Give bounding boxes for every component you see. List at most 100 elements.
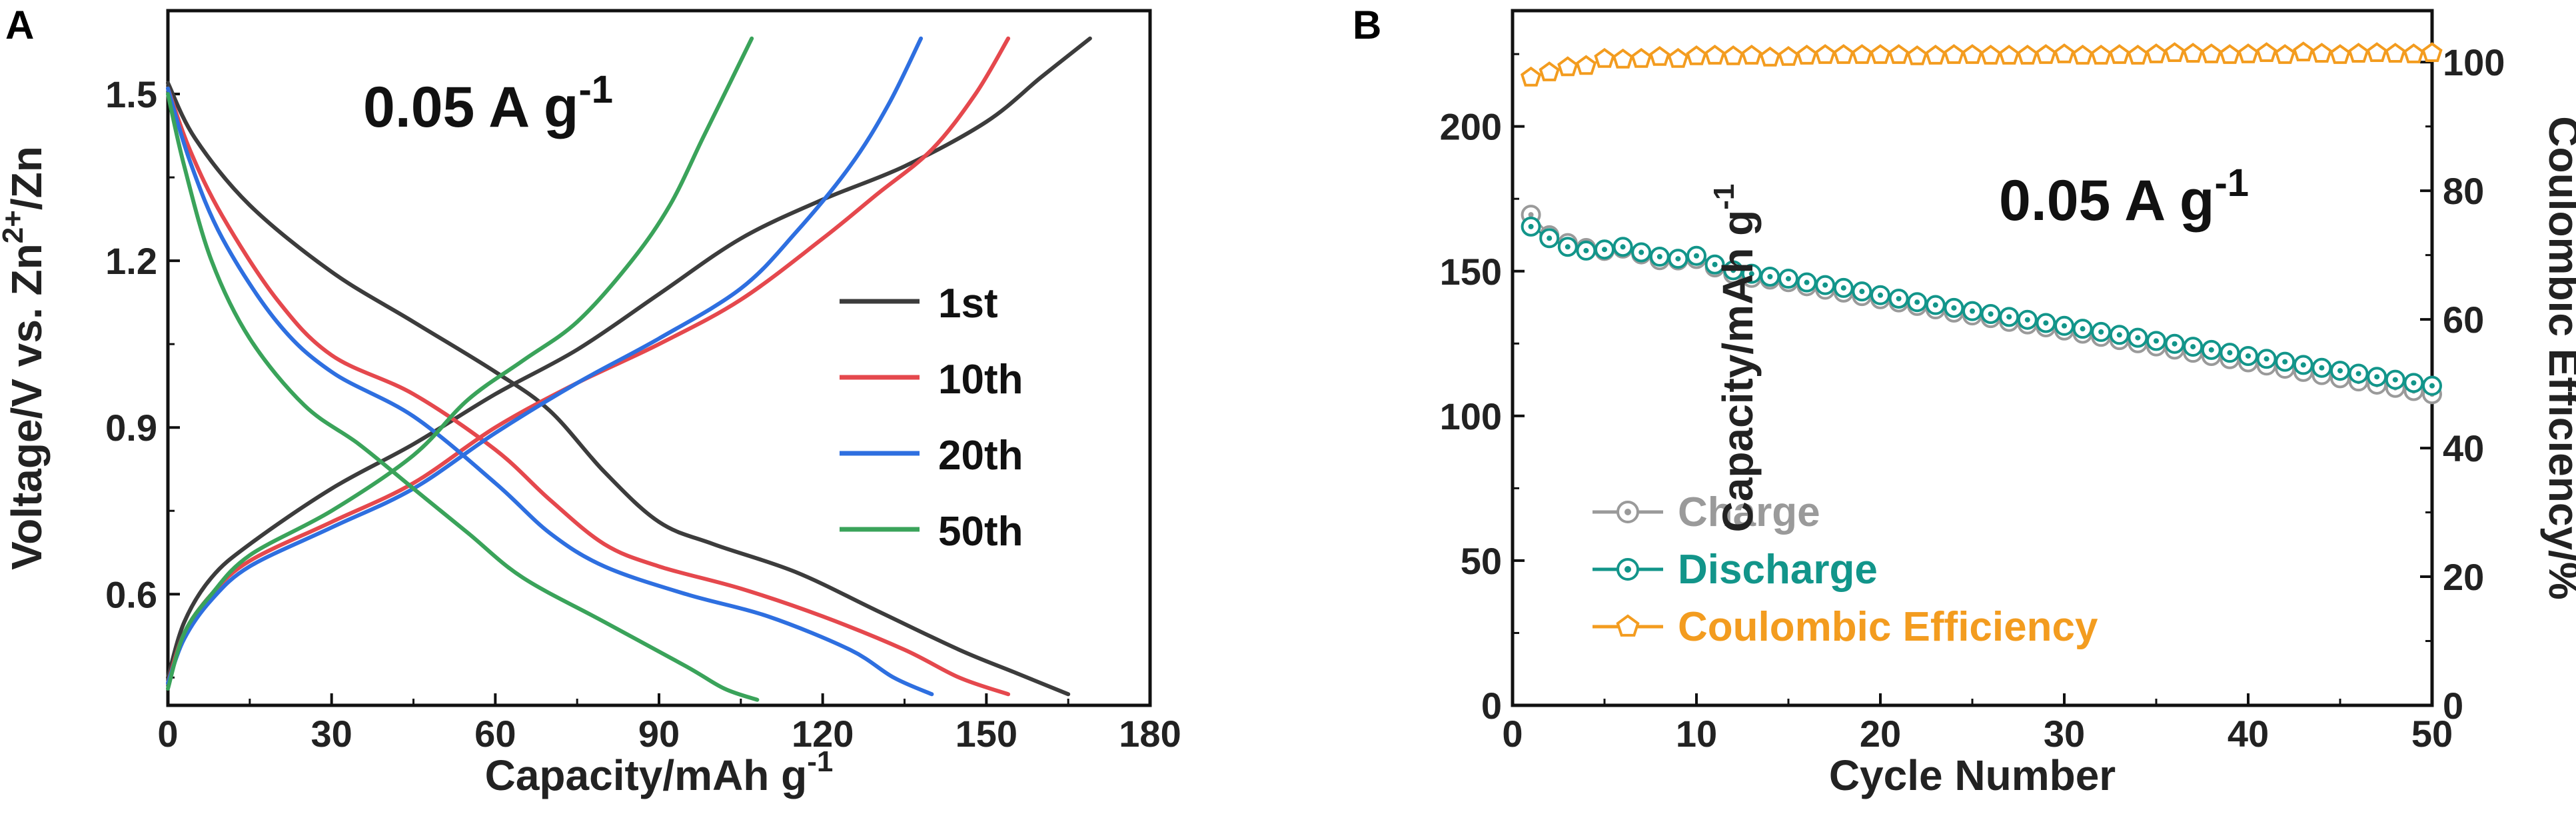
data-point: [2201, 43, 2222, 63]
data-point: [2238, 43, 2259, 63]
panel-a-legend: 1st 10th 20th 50th: [840, 281, 1023, 555]
panel-a-y-ticks: 0.6 0.9 1.2 1.5: [105, 73, 180, 679]
data-point-center: [1822, 282, 1828, 288]
data-point: [1888, 44, 1910, 64]
data-point: [2347, 43, 2369, 63]
data-point-center: [1528, 212, 1534, 218]
data-point: [2329, 44, 2351, 64]
data-point: [1759, 46, 1781, 67]
data-point: [2182, 43, 2204, 63]
data-point: [2421, 42, 2443, 62]
left-y-tick-label: 150: [1440, 251, 1502, 293]
right-y-tick-label: 0: [2443, 685, 2463, 727]
legend-marker-center: [1624, 509, 1631, 515]
data-point: [2274, 44, 2295, 64]
data-point: [2366, 42, 2387, 62]
data-point-center: [1583, 247, 1589, 253]
data-point-center: [2135, 335, 2141, 341]
data-point-center: [1620, 244, 1626, 250]
data-point: [2072, 45, 2094, 65]
data-point-center: [2098, 329, 2104, 335]
legend-label: Charge: [1678, 489, 1820, 535]
discharge-curve-50th: [166, 92, 760, 702]
data-point-center: [1804, 279, 1810, 285]
y-tick-label: 0.6: [105, 573, 157, 615]
discharge-curve-10th: [166, 86, 1011, 697]
data-point-center: [2374, 374, 2380, 380]
charge-curve-20th: [166, 36, 924, 685]
panel-b-legend: Charge Discharge Coulombic Efficiency: [1593, 489, 2098, 650]
right-y-tick-label: 60: [2443, 299, 2484, 341]
data-point: [2035, 44, 2057, 64]
right-y-tick-label: 80: [2443, 170, 2484, 212]
panel-b-right-y-ticks: 0 20 40 60 80 100: [2420, 41, 2505, 727]
data-point-center: [2006, 314, 2012, 320]
data-point-center: [1656, 254, 1662, 260]
data-point-center: [1638, 249, 1644, 255]
data-point-center: [1730, 267, 1736, 273]
data-point: [1686, 45, 1707, 65]
data-point: [1925, 45, 1946, 65]
data-point: [1649, 46, 1670, 66]
panel-b-series: [1520, 41, 2443, 405]
x-tick-label: 50: [2411, 713, 2453, 755]
panel-a-letter: A: [5, 3, 34, 47]
right-y-tick-label: 40: [2443, 427, 2484, 469]
data-point-center: [2116, 332, 2122, 338]
data-point-center: [1878, 292, 1883, 298]
legend-label-50th: 50th: [938, 509, 1023, 555]
data-point-center: [1786, 276, 1791, 282]
x-tick-label: 0: [1502, 713, 1523, 755]
panel-a-x-axis-title: Capacity/mAh g-1: [485, 745, 834, 799]
panel-b-left-y-ticks: 0 50 100 150 200: [1440, 53, 1525, 727]
x-tick-label: 60: [474, 713, 516, 755]
right-y-tick-label: 100: [2443, 41, 2505, 83]
data-point: [1980, 45, 2002, 65]
panel-a-curves: [166, 36, 1092, 702]
x-tick-label: 150: [956, 713, 1017, 755]
data-point-center: [2190, 344, 2196, 350]
data-point: [1630, 47, 1652, 68]
panel-b-x-ticks: 0 10 20 30 40 50: [1502, 693, 2453, 755]
x-tick-label: 120: [792, 713, 854, 755]
data-point: [1796, 45, 1818, 65]
left-y-tick-label: 200: [1440, 106, 1502, 148]
data-point: [2017, 45, 2038, 65]
data-point-center: [1602, 247, 1607, 253]
data-point: [1741, 45, 1762, 65]
x-tick-label: 180: [1119, 713, 1181, 755]
data-point: [1722, 45, 1744, 65]
data-point: [1870, 44, 1891, 64]
data-point-center: [1970, 308, 1975, 314]
data-point: [2054, 43, 2075, 63]
discharge-curve-20th: [166, 86, 934, 697]
data-point-center: [1896, 295, 1902, 301]
data-point: [2255, 42, 2277, 62]
data-point-center: [2392, 377, 2398, 383]
y-tick-label: 1.2: [105, 240, 157, 282]
series-coulombic-efficiency: [1520, 41, 2443, 87]
data-point-center: [2319, 365, 2325, 371]
x-tick-label: 30: [311, 713, 352, 755]
data-point-center: [2024, 317, 2030, 323]
data-point: [1833, 44, 1854, 64]
data-point: [2219, 44, 2241, 64]
data-point-center: [2355, 371, 2361, 377]
data-point-center: [2172, 341, 2178, 347]
data-point: [2311, 43, 2333, 63]
data-point-center: [2429, 383, 2435, 389]
data-point-center: [2263, 356, 2269, 362]
data-point: [1906, 45, 1928, 65]
data-point: [2090, 45, 2112, 65]
data-point-center: [2080, 326, 2086, 332]
data-point-center: [1675, 256, 1681, 262]
data-point: [2403, 43, 2425, 63]
data-point-center: [2337, 368, 2343, 374]
panel-a: A 0 30 60 90 120 150 180 0.6 0.9 1.2 1.5 0.05 A g…: [0, 3, 1181, 799]
data-point-center: [2154, 338, 2159, 344]
panel-b-x-axis-title: Cycle Number: [1829, 751, 2116, 799]
panel-b-rate-annotation: 0.05 A g-1: [1999, 161, 2249, 233]
data-point-center: [1932, 302, 1938, 308]
